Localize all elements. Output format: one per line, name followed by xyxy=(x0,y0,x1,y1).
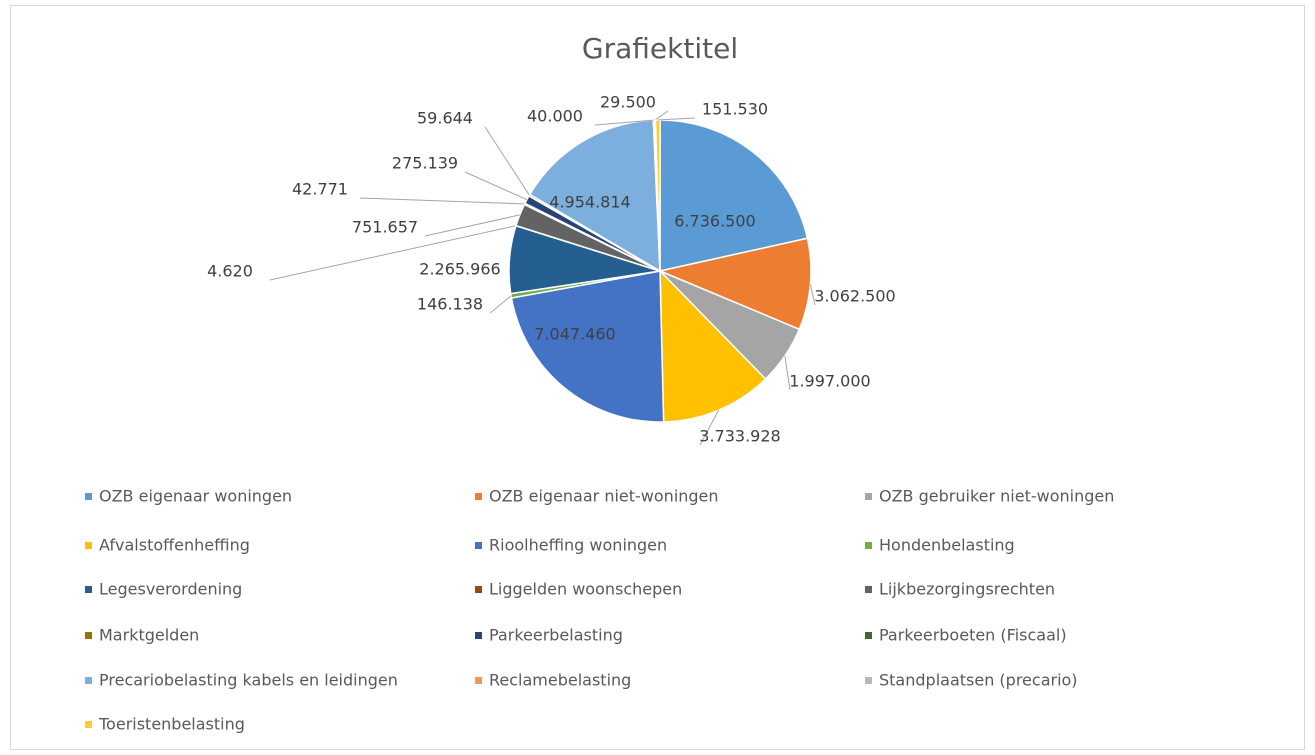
legend-swatch xyxy=(865,493,872,500)
data-label: 3.733.928 xyxy=(699,427,780,446)
leader-line xyxy=(784,355,791,391)
data-label: 40.000 xyxy=(527,107,583,126)
legend-swatch xyxy=(85,677,92,684)
pie-slice xyxy=(510,270,665,423)
legend-swatch xyxy=(475,632,482,639)
legend-label: Hondenbelasting xyxy=(879,536,1015,555)
legend-swatch xyxy=(475,493,482,500)
legend-label: Liggelden woonschepen xyxy=(489,580,682,599)
legend-label: Rioolheffing woningen xyxy=(489,536,667,555)
leader-line xyxy=(269,225,517,281)
legend-swatch xyxy=(85,586,92,593)
leader-line xyxy=(484,126,530,196)
data-label: 1.997.000 xyxy=(789,372,870,391)
legend-swatch xyxy=(85,632,92,639)
legend-swatch xyxy=(475,586,482,593)
data-label: 146.138 xyxy=(417,295,483,314)
data-label: 151.530 xyxy=(702,100,768,119)
legend-swatch xyxy=(85,721,92,728)
leader-line xyxy=(424,214,520,237)
leader-line xyxy=(359,197,525,205)
legend-swatch xyxy=(475,542,482,549)
legend-label: Precariobelasting kabels en leidingen xyxy=(99,671,398,690)
legend-label: Parkeerbelasting xyxy=(489,626,623,645)
leader-line xyxy=(594,119,654,126)
data-label: 6.736.500 xyxy=(674,212,755,231)
legend-swatch xyxy=(865,632,872,639)
legend-swatch xyxy=(865,542,872,549)
leader-line xyxy=(489,295,512,314)
leader-line xyxy=(699,409,720,446)
legend-label: OZB gebruiker niet-woningen xyxy=(879,487,1114,506)
legend-label: OZB eigenaar niet-woningen xyxy=(489,487,719,506)
legend-label: Parkeerboeten (Fiscaal) xyxy=(879,626,1067,645)
leader-line xyxy=(654,110,669,121)
legend-label: Toeristenbelasting xyxy=(98,715,245,734)
legend-swatch xyxy=(865,586,872,593)
legend-label: OZB eigenaar woningen xyxy=(99,487,292,506)
data-label: 751.657 xyxy=(352,218,418,237)
leader-line xyxy=(657,117,696,121)
data-label: 29.500 xyxy=(600,93,656,112)
chart-title: Grafiektitel xyxy=(582,32,738,65)
legend-label: Marktgelden xyxy=(99,626,199,645)
legend-swatch xyxy=(85,493,92,500)
data-label: 42.771 xyxy=(292,180,348,199)
data-label: 2.265.966 xyxy=(419,260,500,279)
data-label: 4.620 xyxy=(207,262,253,281)
pie-slice xyxy=(659,119,809,272)
data-label: 59.644 xyxy=(417,109,473,128)
data-label: 275.139 xyxy=(392,154,458,173)
data-label: 4.954.814 xyxy=(549,193,630,212)
data-label: 3.062.500 xyxy=(814,287,895,306)
data-label: 7.047.460 xyxy=(534,325,615,344)
legend-swatch xyxy=(85,542,92,549)
legend-label: Afvalstoffenheffing xyxy=(99,536,250,555)
legend-label: Standplaatsen (precario) xyxy=(879,671,1078,690)
legend-label: Reclamebelasting xyxy=(489,671,631,690)
legend-label: Lijkbezorgingsrechten xyxy=(879,580,1055,599)
legend-label: Legesverordening xyxy=(99,580,242,599)
legend-swatch xyxy=(475,677,482,684)
pie-slice xyxy=(659,269,767,423)
legend-swatch xyxy=(865,677,872,684)
leader-line xyxy=(809,284,816,306)
leader-line xyxy=(464,171,528,201)
